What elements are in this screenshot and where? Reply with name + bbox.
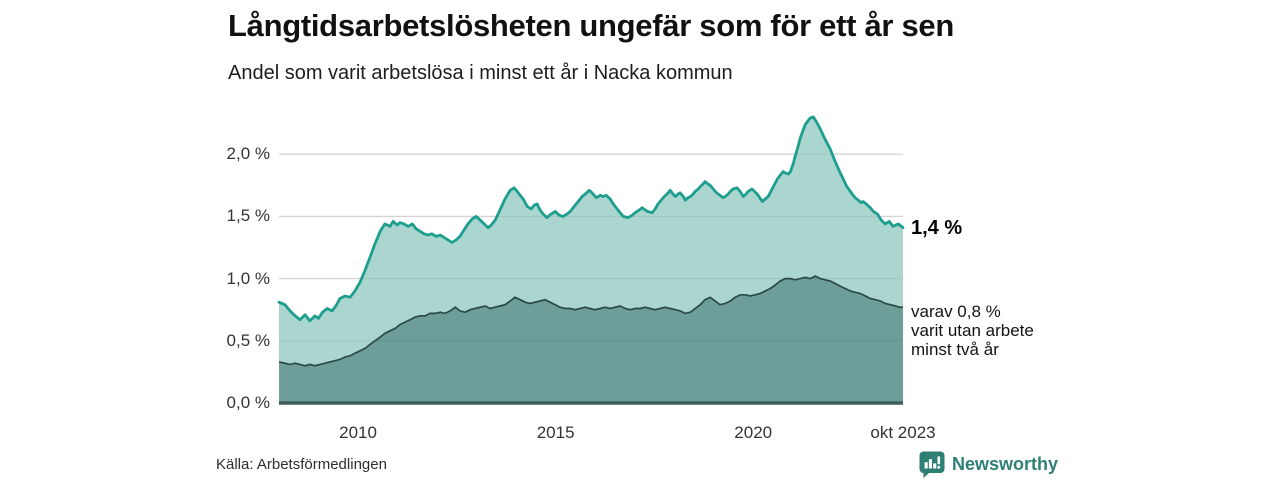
y-tick-label: 1,0 % bbox=[226, 268, 270, 288]
two-year-annotation: varav 0,8 % varit utan arbete minst två … bbox=[911, 302, 1034, 359]
latest-value-annotation: 1,4 % bbox=[911, 216, 963, 239]
two-year-annotation-line: minst två år bbox=[911, 340, 999, 360]
y-tick-label: 1,5 % bbox=[226, 206, 270, 226]
two-year-annotation-line: varav 0,8 % bbox=[911, 302, 1001, 322]
newsworthy-logo-icon bbox=[919, 451, 945, 478]
line-two-year bbox=[278, 275, 903, 367]
newsworthy-branding: Newsworthy bbox=[919, 451, 1058, 478]
page-subtitle: Andel som varit arbetslösa i minst ett å… bbox=[228, 62, 733, 84]
line-one-year bbox=[277, 115, 905, 323]
page-title: Långtidsarbetslösheten ungefär som för e… bbox=[228, 8, 955, 43]
x-tick-label: 2015 bbox=[536, 423, 575, 442]
y-tick-label: 0,5 % bbox=[226, 330, 270, 350]
area-two-year bbox=[279, 276, 903, 403]
source-note: Källa: Arbetsförmedlingen bbox=[216, 456, 387, 473]
two-year-annotation-line: varit utan arbete bbox=[911, 321, 1034, 341]
x-tick-label: 2020 bbox=[734, 423, 773, 442]
x-tick-label: 2010 bbox=[339, 423, 377, 442]
y-tick-label: 2,0 % bbox=[226, 144, 270, 164]
y-tick-label: 0,0 % bbox=[226, 393, 270, 412]
x-tick-label: okt 2023 bbox=[870, 423, 936, 442]
newsworthy-logo-text: Newsworthy bbox=[951, 454, 1058, 474]
